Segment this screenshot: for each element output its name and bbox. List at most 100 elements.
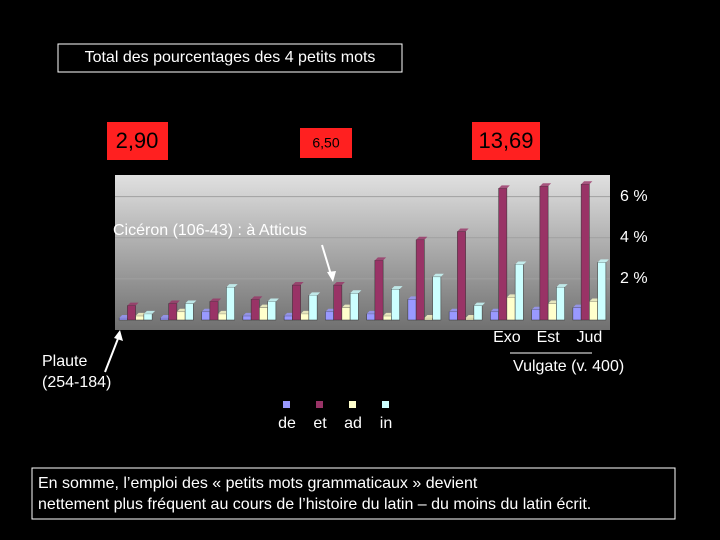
bar — [226, 286, 235, 321]
bar — [448, 311, 458, 321]
bar-top — [374, 257, 387, 261]
bar — [308, 295, 318, 321]
chart-title: Total des pourcentages des 4 petits mots — [85, 49, 376, 66]
plot-area — [115, 175, 610, 330]
legend-swatch — [349, 401, 356, 408]
bar — [531, 309, 541, 321]
y-tick-label: 6 % — [620, 188, 648, 205]
legend-label: in — [380, 415, 392, 432]
legend-label: ad — [344, 415, 362, 432]
bar — [539, 186, 549, 321]
bar — [160, 317, 169, 321]
bar — [597, 262, 607, 321]
bar — [184, 303, 194, 321]
bar-top — [597, 259, 609, 263]
footer-text: En somme, l’emploi des « petits mots gra… — [38, 475, 478, 492]
bar — [490, 311, 499, 321]
bar — [283, 315, 293, 321]
bar — [506, 297, 516, 321]
bar — [250, 299, 260, 321]
bar-top — [168, 300, 180, 304]
total-box — [472, 122, 540, 160]
x-tick-label: Jud — [576, 329, 602, 346]
bar — [267, 301, 277, 321]
legend-swatch — [316, 401, 323, 408]
footer-text: nettement plus fréquent au cours de l’hi… — [38, 496, 591, 513]
bar — [259, 307, 268, 321]
bar-top — [515, 261, 527, 265]
total-label: 2,90 — [116, 128, 159, 153]
bar — [424, 317, 433, 321]
title-box — [57, 43, 403, 73]
bar — [498, 188, 508, 321]
bar-top — [539, 183, 552, 187]
bar — [580, 183, 590, 321]
bar — [242, 315, 252, 321]
bar-top — [416, 236, 428, 240]
bar — [300, 313, 310, 321]
arrow-head — [327, 271, 336, 282]
bar — [457, 231, 466, 321]
bar — [143, 313, 153, 321]
bar-top — [473, 302, 486, 306]
bar — [217, 313, 227, 321]
bar-top — [556, 284, 568, 288]
bar-top — [209, 298, 222, 302]
arrow — [104, 335, 120, 373]
annotation: Plaute — [42, 353, 87, 370]
bar — [391, 288, 400, 321]
bar-top — [143, 310, 156, 314]
bar-top — [226, 284, 238, 288]
bar — [209, 301, 219, 321]
bar — [333, 284, 343, 321]
annotation: Vulgate (v. 400) — [513, 358, 624, 375]
bar — [325, 311, 334, 321]
legend-swatch — [382, 401, 389, 408]
bar-top — [432, 273, 444, 277]
bar — [514, 264, 524, 321]
bar-top — [308, 292, 321, 296]
bar — [547, 303, 557, 321]
y-tick-label: 2 % — [620, 270, 648, 287]
legend-label: de — [278, 415, 296, 432]
bar-top — [350, 290, 362, 294]
bar — [572, 307, 582, 321]
bar — [473, 305, 483, 321]
x-tick-label: Exo — [493, 329, 521, 346]
bar — [589, 301, 598, 321]
total-box — [300, 128, 352, 158]
bar — [366, 313, 376, 321]
bar-top — [498, 185, 510, 189]
bar — [292, 284, 301, 321]
bar — [201, 311, 211, 321]
total-box — [107, 122, 168, 160]
bar — [407, 299, 417, 321]
bar — [432, 276, 442, 321]
bar — [341, 307, 351, 321]
footer-box — [31, 467, 676, 520]
bar — [382, 315, 392, 321]
bar-top — [127, 302, 139, 306]
bar-top — [185, 300, 197, 304]
bar-top — [333, 282, 345, 286]
bar-top — [251, 296, 263, 300]
annotation: Cicéron (106-43) : à Atticus — [113, 222, 307, 239]
arrow-head — [114, 330, 123, 341]
bar — [168, 303, 178, 321]
bar — [127, 305, 136, 321]
bar — [374, 260, 384, 321]
bar — [415, 239, 425, 321]
bar — [349, 293, 359, 321]
x-tick-label: Est — [537, 329, 561, 346]
annotation: (254-184) — [42, 374, 111, 391]
bar-top — [267, 298, 279, 302]
legend-swatch — [283, 401, 290, 408]
bar — [465, 317, 475, 321]
bar-top — [391, 286, 403, 290]
total-label: 13,69 — [478, 128, 533, 153]
bar-top — [292, 282, 304, 286]
bar — [556, 286, 565, 321]
legend-label: et — [313, 415, 327, 432]
bar-top — [457, 228, 469, 232]
